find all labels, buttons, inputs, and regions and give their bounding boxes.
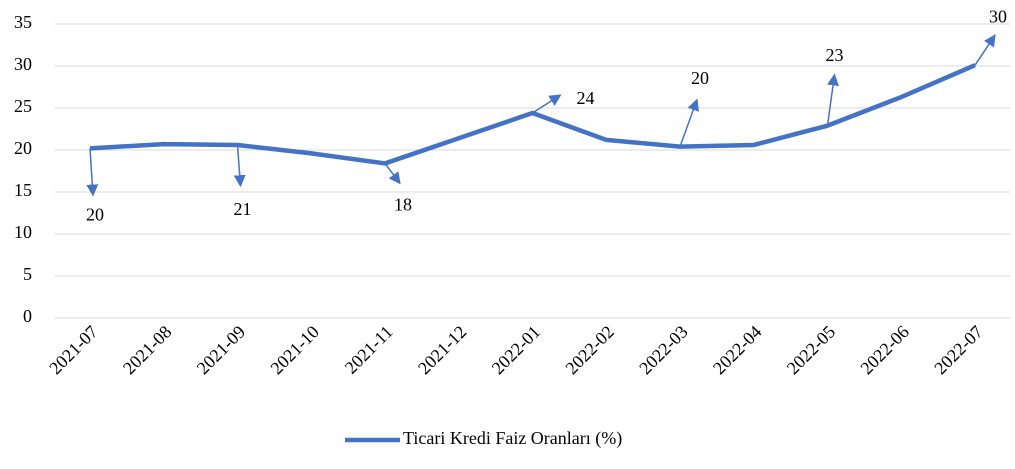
x-tick-label: 2022-02 [561,322,618,379]
annotation-arrow [86,148,99,197]
x-tick-label: 2021-11 [341,322,397,378]
x-tick-label: 2022-04 [709,322,766,379]
annotation-arrow [974,34,996,66]
x-tick-label: 2022-03 [635,322,692,379]
x-tick-label: 2021-10 [266,322,323,379]
data-label: 20 [86,204,104,224]
x-tick-label: 2021-07 [45,322,102,379]
data-label: 30 [989,6,1007,26]
x-tick-label: 2021-08 [119,322,176,379]
data-label: 20 [691,68,709,88]
x-tick-label: 2021-09 [193,322,250,379]
data-label: 18 [394,195,412,215]
data-label: 24 [577,88,595,108]
annotation-arrow [384,162,401,185]
data-label: 21 [234,199,252,219]
y-tick-label: 10 [14,222,32,242]
x-tick-label: 2021-12 [414,322,471,379]
y-tick-label: 0 [23,306,32,326]
annotation-arrow [532,94,562,114]
y-tick-label: 25 [14,96,32,116]
legend-label: Ticari Kredi Faiz Oranları (%) [403,428,622,449]
y-tick-label: 15 [14,180,32,200]
data-label: 23 [826,45,844,65]
x-tick-label: 2022-01 [488,322,545,379]
annotation-arrow [826,73,839,126]
data-line [89,63,976,166]
annotation-arrow [679,98,699,147]
x-tick-label: 2022-06 [856,322,913,379]
y-tick-label: 35 [14,12,32,32]
y-tick-label: 30 [14,54,32,74]
y-tick-label: 20 [14,138,32,158]
x-tick-label: 2022-05 [783,322,840,379]
y-tick-label: 5 [23,264,32,284]
x-tick-label: 2022-07 [930,322,987,379]
annotation-arrow [233,144,246,188]
